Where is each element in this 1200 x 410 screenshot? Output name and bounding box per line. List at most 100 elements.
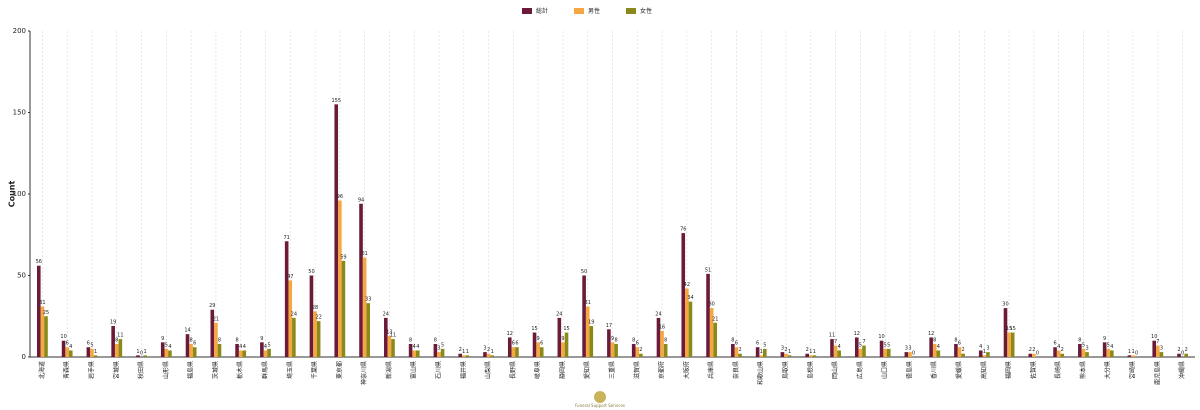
x-tick-label: 栃木県: [236, 361, 244, 379]
x-tick-label: 福井県: [459, 361, 467, 379]
value-label: 31: [39, 300, 45, 306]
value-label: 4: [979, 344, 982, 350]
value-label: 6: [193, 341, 196, 347]
bar: [631, 343, 636, 357]
value-label: 8: [1078, 337, 1081, 343]
bar: [433, 343, 438, 357]
x-tick-label: 山梨県: [484, 361, 492, 379]
bar: [111, 326, 115, 357]
bar: [561, 342, 565, 357]
value-label: 47: [287, 274, 293, 280]
value-label: 3: [483, 346, 486, 352]
bar: [235, 343, 239, 357]
value-label: 8: [731, 337, 734, 343]
bar: [1085, 352, 1089, 357]
value-label: 76: [680, 227, 686, 233]
x-tick-label: 愛知県: [583, 361, 591, 379]
value-label: 2: [1032, 347, 1035, 353]
bar: [384, 317, 388, 357]
bar: [763, 348, 767, 357]
x-tick-label: 秋田県: [137, 361, 145, 379]
value-label: 1: [813, 349, 816, 355]
bar: [338, 200, 342, 357]
value-label: 30: [708, 302, 714, 308]
bar: [656, 317, 661, 357]
x-tick-label: 神奈川県: [360, 361, 368, 385]
bar: [65, 347, 69, 357]
bar: [837, 350, 841, 357]
bar: [412, 350, 417, 357]
value-label: 2: [962, 347, 965, 353]
value-label: 21: [213, 316, 219, 322]
value-label: 30: [1002, 302, 1008, 308]
bar: [192, 347, 197, 357]
bar: [490, 355, 494, 357]
bar: [532, 332, 537, 357]
x-tick-label: 福岡県: [1005, 361, 1013, 379]
value-label: 4: [838, 344, 841, 350]
value-label: 5: [1082, 342, 1085, 348]
x-tick-label: 北海道: [38, 361, 46, 379]
x-tick-label: 奈良県: [732, 361, 740, 379]
x-tick-label: 長崎県: [1054, 361, 1062, 379]
bar: [217, 343, 222, 357]
bar: [61, 340, 66, 357]
bar: [706, 273, 710, 357]
value-label: 3: [905, 346, 908, 352]
value-label: 4: [416, 344, 419, 350]
x-tick-label: 鹿児島県: [1153, 361, 1161, 385]
value-label: 1: [1131, 349, 1134, 355]
x-tick-label: 和歌山県: [757, 361, 765, 385]
x-tick-label: 群馬県: [261, 361, 269, 379]
bar: [486, 353, 491, 357]
value-label: 15: [531, 326, 537, 332]
value-label: 1: [466, 349, 469, 355]
bar: [957, 347, 962, 357]
bar: [879, 340, 884, 357]
value-label: 19: [588, 320, 594, 326]
x-tick-label: 山形県: [162, 361, 170, 379]
bar: [1010, 332, 1015, 357]
value-label: 1: [491, 349, 494, 355]
value-label: 11: [390, 333, 396, 339]
x-tick-label: 宮崎県: [1129, 361, 1137, 379]
bar: [564, 332, 569, 357]
x-tick-label: 三重県: [608, 361, 616, 379]
value-label: 13: [386, 329, 392, 335]
value-label: 4: [937, 344, 940, 350]
value-label: 11: [829, 333, 835, 339]
value-label: 4: [413, 344, 416, 350]
bar: [366, 303, 371, 357]
bar: [833, 345, 838, 357]
value-label: 5: [441, 342, 444, 348]
bar: [536, 342, 540, 357]
bar: [663, 343, 668, 357]
value-label: 2: [1029, 347, 1032, 353]
bar: [929, 337, 933, 357]
value-label: 2: [459, 347, 462, 353]
bar: [387, 335, 392, 357]
value-label: 25: [43, 310, 49, 316]
bar: [210, 309, 215, 357]
value-label: 4: [168, 344, 171, 350]
bar: [787, 355, 792, 357]
value-label: 24: [291, 311, 297, 317]
value-label: 3: [1160, 346, 1163, 352]
value-label: 0: [1036, 351, 1039, 357]
bar: [1177, 353, 1181, 357]
bar: [557, 317, 562, 357]
value-label: 6: [756, 341, 759, 347]
value-label: 3: [437, 346, 440, 352]
x-tick-label: 岩手県: [87, 361, 95, 379]
value-label: 6: [87, 341, 90, 347]
bar: [168, 350, 172, 357]
legend-swatch: [626, 8, 636, 14]
value-label: 0: [1181, 351, 1184, 357]
value-label: 14: [184, 328, 190, 334]
value-label: 8: [954, 337, 957, 343]
value-label: 2: [487, 347, 490, 353]
value-label: 4: [69, 344, 72, 350]
bar: [515, 347, 519, 357]
value-label: 8: [218, 337, 221, 343]
bar: [982, 355, 987, 357]
